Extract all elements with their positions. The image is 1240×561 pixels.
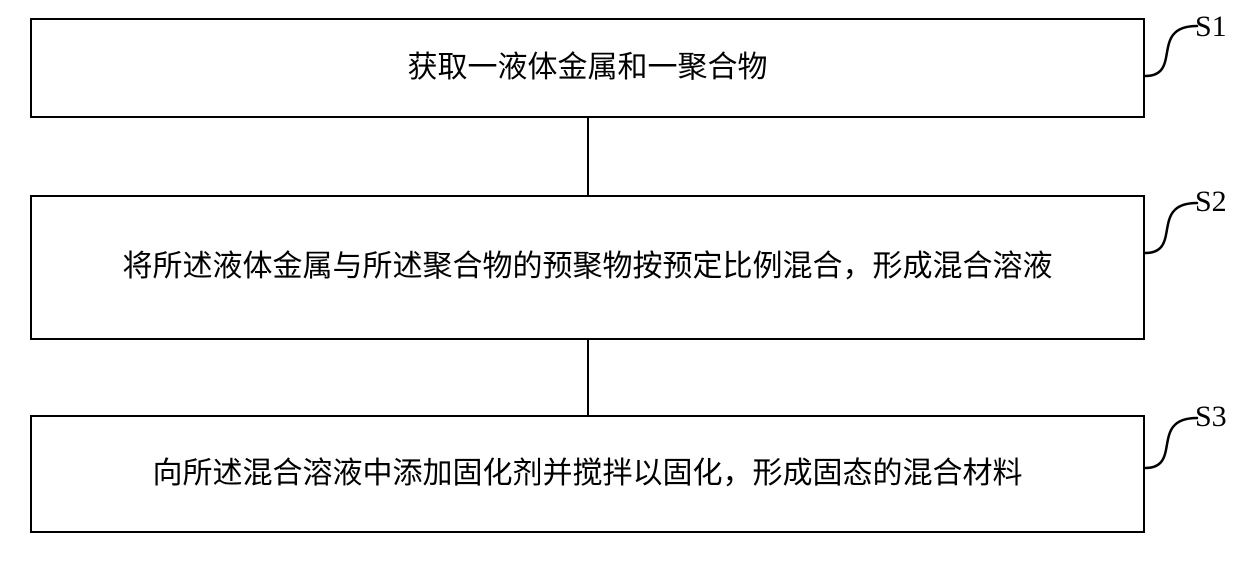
connector-s2-s3 — [587, 340, 589, 415]
step-text-s3: 向所述混合溶液中添加固化剂并搅拌以固化，形成固态的混合材料 — [153, 448, 1023, 501]
step-text-s1: 获取一液体金属和一聚合物 — [408, 42, 768, 95]
step-box-s2: 将所述液体金属与所述聚合物的预聚物按预定比例混合，形成混合溶液 — [30, 195, 1145, 340]
connector-s1-s2 — [587, 118, 589, 195]
flowchart-canvas: 获取一液体金属和一聚合物 S1 将所述液体金属与所述聚合物的预聚物按预定比例混合… — [0, 0, 1240, 561]
step-text-s2: 将所述液体金属与所述聚合物的预聚物按预定比例混合，形成混合溶液 — [123, 241, 1053, 294]
step-box-s1: 获取一液体金属和一聚合物 — [30, 18, 1145, 118]
brace-s1 — [1143, 18, 1203, 78]
step-box-s3: 向所述混合溶液中添加固化剂并搅拌以固化，形成固态的混合材料 — [30, 415, 1145, 533]
step-label-s2: S2 — [1195, 185, 1227, 219]
brace-s2 — [1143, 195, 1203, 255]
step-label-s3: S3 — [1195, 400, 1227, 434]
step-label-s1: S1 — [1195, 10, 1227, 44]
brace-s3 — [1143, 410, 1203, 470]
